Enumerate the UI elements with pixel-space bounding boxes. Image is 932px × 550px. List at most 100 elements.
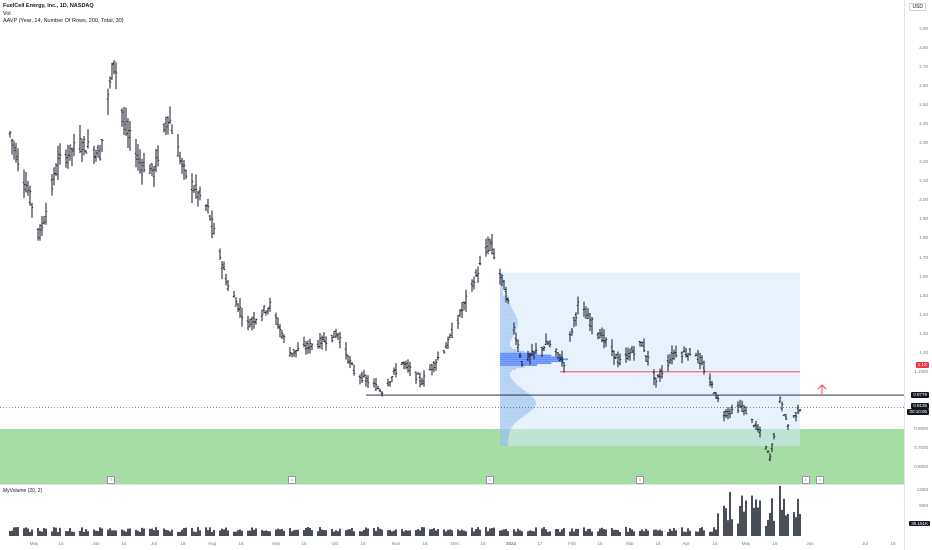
y-tick-label: 2.30 (919, 140, 928, 146)
x-tick-label: Aug (207, 541, 217, 546)
volume-bar (275, 529, 277, 536)
volume-profile-bar (500, 377, 512, 380)
volume-bar (643, 531, 645, 536)
volume-bar (241, 530, 243, 536)
volume-profile-bar (500, 432, 510, 435)
volume-profile-bar (500, 366, 525, 368)
volume-profile-bar (500, 394, 531, 397)
volume-bar (695, 531, 697, 536)
x-tick-label: 15 (238, 541, 244, 546)
volume-bar (237, 530, 239, 536)
volume-bar (765, 525, 767, 536)
price-chart[interactable] (0, 0, 905, 550)
volume-bar (473, 531, 475, 536)
volume-profile-bar (500, 324, 518, 326)
currency-label[interactable]: USD (909, 3, 926, 11)
volume-bar (645, 528, 647, 536)
volume-bar (457, 529, 459, 536)
volume-bar (667, 531, 669, 536)
volume-bar (661, 530, 663, 536)
pane-separator[interactable] (0, 484, 932, 485)
earnings-event-icon[interactable]: E (107, 476, 115, 484)
volume-bar (85, 529, 87, 536)
volume-profile-bar (500, 289, 503, 292)
volume-bar (65, 531, 67, 536)
x-tick-label: 2024 (505, 541, 517, 546)
volume-bar (227, 530, 229, 536)
volume-bar (429, 529, 431, 536)
volume-bar (265, 530, 267, 536)
volume-bar (563, 527, 565, 536)
volume-bar (545, 529, 547, 536)
volume-bar (499, 530, 501, 536)
volume-bar (263, 530, 265, 536)
volume-bar (463, 530, 465, 536)
volume-value-tag: 35.151K (909, 521, 930, 526)
x-tick-label: Jun (806, 541, 814, 546)
price-axis[interactable]: USD (904, 0, 932, 550)
volume-bar (127, 528, 129, 536)
volume-bar (615, 529, 617, 536)
volume-profile-bar (500, 436, 509, 439)
volume-profile-bar (500, 381, 515, 384)
dividend-event-icon[interactable]: D (636, 476, 644, 484)
volume-profile-bar (500, 423, 515, 425)
dividend-event-icon[interactable]: D (486, 476, 494, 484)
volume-bar (31, 529, 33, 536)
volume-profile-bar (500, 345, 511, 347)
volume-bar (391, 531, 393, 536)
volume-profile-bar (500, 387, 521, 389)
volume-bar (447, 529, 449, 536)
volume-bar (9, 531, 11, 536)
volume-bar (363, 529, 365, 536)
y-tick-label: 1.30 (919, 330, 928, 336)
volume-bar (423, 527, 425, 536)
volume-bar (325, 530, 327, 536)
volume-bar (153, 530, 155, 536)
x-tick-label: 15 (58, 541, 64, 546)
volume-profile-bar (500, 438, 509, 441)
volume-bar (71, 531, 73, 536)
countdown-tag: 00:10:05 (907, 409, 929, 415)
volume-bar (141, 527, 143, 536)
dividend-event-icon[interactable]: D (288, 476, 296, 484)
volume-bar (589, 528, 591, 536)
volume-bar (557, 529, 559, 536)
volume-bar (295, 529, 297, 536)
volume-profile-bar (500, 411, 529, 414)
volume-bar (25, 527, 27, 536)
volume-bar (541, 528, 543, 536)
y-tick-label: 2.00 (919, 197, 928, 203)
aavp-indicator-label: AAVP (Year, 14, Number Of Rows, 200, Tot… (3, 18, 124, 24)
y-tick-label: 2.10 (919, 178, 928, 184)
volume-bar (191, 527, 193, 536)
volume-bar (339, 528, 341, 536)
volume-bar (451, 530, 453, 536)
volume-profile-bar (500, 308, 513, 311)
volume-bar (401, 529, 403, 536)
volume-bar (69, 528, 71, 536)
y-tick-label: 2.50 (919, 102, 928, 108)
volume-bar (419, 530, 421, 536)
volume-profile-bar (500, 329, 516, 332)
y-tick-label: 1.90 (919, 216, 928, 222)
volume-bar (751, 495, 753, 536)
volume-bar (233, 531, 235, 536)
volume-bar (659, 529, 661, 536)
volume-bar (493, 527, 495, 536)
volume-bar (687, 528, 689, 536)
volume-bar (639, 530, 641, 536)
volume-profile-bar (500, 390, 526, 393)
volume-bar (309, 527, 311, 536)
split-event-icon[interactable]: S (816, 476, 824, 484)
volume-bar (67, 531, 69, 536)
volume-bar (743, 511, 745, 536)
volume-bar (655, 529, 657, 536)
volume-profile-bar (500, 295, 509, 298)
chart-legend: FuelCell Energy, Inc., 1D, NASDAQ Vol AA… (3, 3, 124, 26)
volume-bar (221, 528, 223, 536)
earnings-event-icon[interactable]: E (802, 476, 810, 484)
volume-bar (729, 492, 731, 536)
volume-profile-bar (500, 293, 503, 296)
